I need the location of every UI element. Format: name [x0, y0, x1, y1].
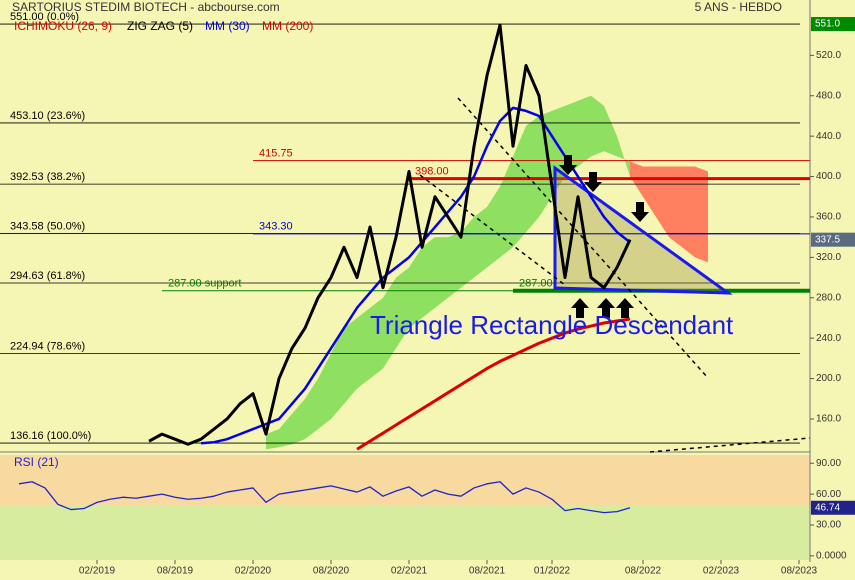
- x-tick-label: 08/2019: [157, 566, 194, 577]
- ichimoku-cloud: [422, 237, 435, 318]
- ichimoku-cloud: [383, 277, 396, 369]
- y-tick-label: 280.0: [816, 292, 841, 303]
- y-tick-label: 240.0: [816, 333, 841, 344]
- ichimoku-cloud: [318, 353, 331, 430]
- ichimoku-cloud: [292, 398, 305, 445]
- ichimoku-cloud: [578, 95, 591, 167]
- ichimoku-cloud: [448, 232, 461, 298]
- chart-title: SARTORIUS STEDIM BIOTECH - abcbourse.com: [12, 0, 280, 14]
- price-line: [356, 317, 631, 451]
- x-tick-label: 01/2022: [534, 566, 571, 577]
- legend-item: ICHIMOKU (26, 9): [14, 19, 112, 33]
- ichimoku-cloud: [331, 328, 344, 419]
- ichimoku-cloud: [409, 247, 422, 329]
- rsi-last-value-box: [811, 500, 855, 515]
- ichimoku-cloud: [500, 156, 513, 258]
- x-tick-label: 08/2021: [469, 566, 506, 577]
- x-tick-label: 08/2023: [781, 566, 818, 577]
- ichimoku-cloud: [344, 317, 357, 404]
- ichimoku-cloud: [695, 166, 708, 263]
- arrow-down: [584, 172, 602, 192]
- y-tick-label: 60.00: [816, 489, 841, 500]
- trend-line: [649, 437, 811, 453]
- ichimoku-cloud: [396, 267, 409, 349]
- fib-label: 551.00 (0.0%): [10, 11, 79, 23]
- fib-label: 343.58 (50.0%): [10, 220, 85, 232]
- fib-label: 453.10 (23.6%): [10, 110, 85, 122]
- legend-item: ZIG ZAG (5): [127, 19, 193, 33]
- x-tick-label: 08/2022: [625, 566, 662, 577]
- level-label: 287.00 support: [168, 278, 241, 290]
- ichimoku-cloud: [474, 206, 487, 278]
- ichimoku-cloud: [435, 237, 448, 308]
- last-value: 337.5: [815, 234, 840, 245]
- ichimoku-cloud: [370, 297, 383, 379]
- level-label: 343.30: [259, 221, 293, 233]
- y-tick-label: 360.0: [816, 212, 841, 223]
- x-tick-label: 02/2019: [79, 566, 116, 577]
- legend-item: MM (30): [205, 19, 250, 33]
- x-tick-label: 02/2023: [703, 566, 740, 577]
- fib-label: 294.63 (61.8%): [10, 270, 85, 282]
- x-tick-label: 02/2020: [235, 566, 272, 577]
- y-tick-label: 440.0: [816, 131, 841, 142]
- arrow-up: [571, 298, 589, 318]
- subtitle: 5 ANS - HEBDO: [695, 0, 782, 14]
- arrow-up: [597, 298, 615, 318]
- ichimoku-cloud: [591, 95, 604, 157]
- ichimoku-cloud: [617, 136, 630, 177]
- ichimoku-cloud: [669, 166, 682, 248]
- top-value-box: [811, 17, 855, 32]
- arrow-down: [631, 202, 649, 222]
- rsi-low-zone: [0, 506, 810, 560]
- fib-label: 136.16 (100.0%): [10, 430, 91, 442]
- legend-item: MM (200): [262, 19, 313, 33]
- rsi-last-value: 46.74: [815, 502, 840, 513]
- ichimoku-cloud: [305, 378, 318, 440]
- y-tick-label: 200.0: [816, 373, 841, 384]
- y-tick-label: 320.0: [816, 252, 841, 263]
- arrows: [559, 155, 649, 318]
- fib-label: 392.53 (38.2%): [10, 171, 85, 183]
- rsi-title: RSI (21): [14, 455, 59, 469]
- y-tick-label: 0.0000: [816, 551, 847, 562]
- ichimoku-cloud: [526, 115, 539, 233]
- trend-line: [457, 97, 709, 379]
- x-tick-label: 08/2020: [313, 566, 350, 577]
- ichimoku-cloud: [539, 110, 552, 217]
- ichimoku-cloud: [266, 429, 279, 450]
- level-label: 287.00: [519, 278, 553, 290]
- y-tick-label: 90.00: [816, 458, 841, 469]
- y-tick-label: 400.0: [816, 171, 841, 182]
- y-tick-label: 520.0: [816, 50, 841, 61]
- ichimoku-cloud: [279, 413, 292, 448]
- ichimoku-cloud: [604, 105, 617, 157]
- ichimoku-cloud: [357, 307, 370, 389]
- fib-label: 224.94 (78.6%): [10, 340, 85, 352]
- ichimoku-cloud: [682, 166, 695, 258]
- level-label: 398.00: [415, 165, 449, 177]
- annotation: Triangle Rectangle Descendant: [370, 310, 734, 340]
- ichimoku-cloud: [461, 216, 474, 288]
- rsi-high-zone: [0, 455, 810, 506]
- y-tick-label: 160.0: [816, 414, 841, 425]
- rsi-line: [18, 481, 631, 514]
- y-tick-label: 30.00: [816, 520, 841, 531]
- level-label: 415.75: [259, 148, 293, 160]
- arrow-up: [616, 298, 634, 318]
- last-value-box: [811, 232, 855, 247]
- top-value: 551.0: [815, 19, 840, 30]
- y-tick-label: 480.0: [816, 90, 841, 101]
- ichimoku-cloud: [513, 126, 526, 248]
- trend-line: [419, 174, 566, 286]
- arrow-down: [559, 155, 577, 175]
- triangle-pattern: [553, 165, 733, 295]
- ichimoku-cloud: [487, 186, 500, 268]
- x-tick-label: 02/2021: [391, 566, 428, 577]
- price-line: [200, 106, 631, 445]
- price-line: [148, 23, 632, 446]
